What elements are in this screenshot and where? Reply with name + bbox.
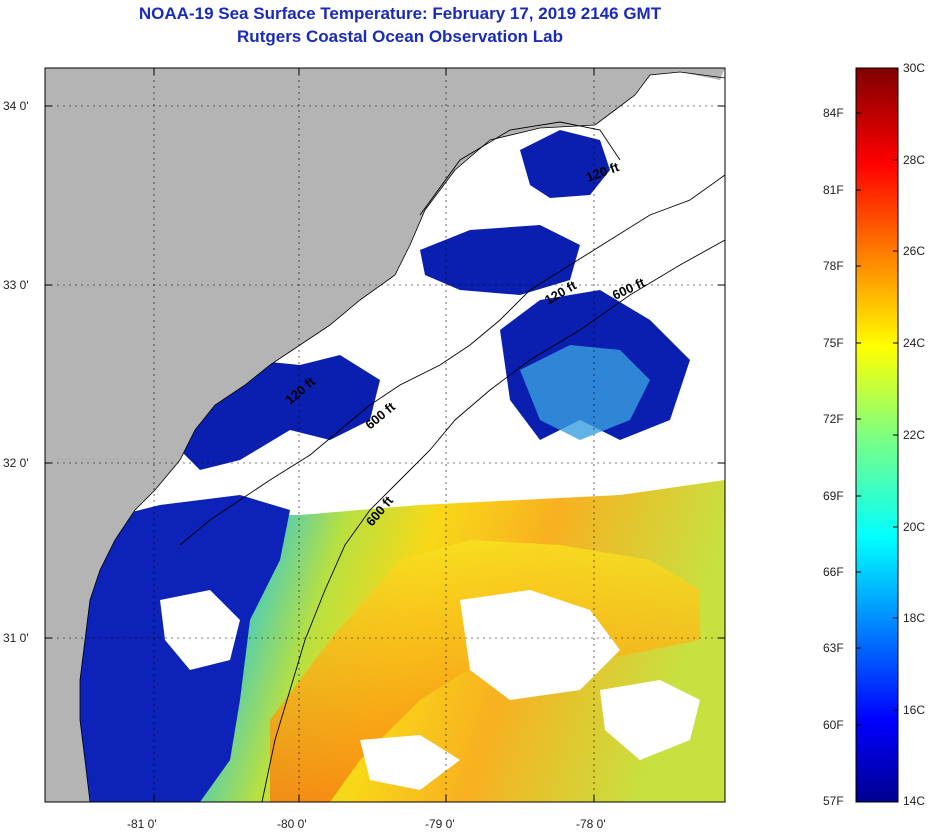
axis-ticks: [45, 68, 725, 802]
fahrenheit-label: 60F: [823, 718, 844, 732]
fahrenheit-label: 75F: [823, 336, 844, 350]
map-title: NOAA-19 Sea Surface Temperature: Februar…: [138, 4, 662, 23]
lat-label: 31 0': [3, 631, 29, 645]
shelf-loop: [419, 121, 621, 216]
lon-label: -79 0': [425, 817, 455, 831]
graticule: [45, 68, 725, 802]
map-subtitle: Rutgers Coastal Ocean Observation Lab: [237, 27, 563, 46]
celsius-label: 20C: [903, 520, 926, 534]
lon-label: -78 0': [576, 817, 606, 831]
fahrenheit-label: 57F: [823, 794, 844, 808]
celsius-label: 26C: [903, 244, 926, 258]
cloud-patch-1: [160, 590, 240, 670]
lon-label: -81 0': [127, 817, 157, 831]
celsius-label: 18C: [903, 611, 926, 625]
coastline: [79, 71, 725, 802]
isobath-600ft: [261, 239, 725, 802]
fahrenheit-label: 66F: [823, 565, 844, 579]
fahrenheit-label: 63F: [823, 641, 844, 655]
fahrenheit-label: 81F: [823, 183, 844, 197]
celsius-label: 16C: [903, 703, 926, 717]
gulf-stream-core: [270, 540, 700, 802]
fahrenheit-label: 69F: [823, 489, 844, 503]
lat-label: 33 0': [3, 278, 29, 292]
fahrenheit-label: 78F: [823, 259, 844, 273]
colorbar-gradient: [855, 67, 899, 803]
celsius-label: 14C: [903, 794, 926, 808]
cool-patch: [520, 345, 650, 440]
land-mass: [45, 68, 725, 802]
cold-patch-3: [520, 130, 610, 198]
map-frame: [44, 67, 726, 803]
lon-label: -80 0': [277, 817, 307, 831]
celsius-label: 22C: [903, 428, 926, 442]
cloud-patch-2: [460, 590, 620, 700]
cold-nearshore-water: [45, 495, 290, 802]
celsius-label: 30C: [903, 61, 926, 75]
cloud-patch-4: [360, 735, 460, 790]
lat-label: 32 0': [3, 456, 29, 470]
colorbar-ticks: [856, 67, 898, 726]
isobath-120ft: [179, 174, 725, 546]
fahrenheit-label: 72F: [823, 412, 844, 426]
cold-patch-4: [420, 225, 580, 295]
cloud-patch-3: [600, 680, 700, 760]
celsius-label: 28C: [903, 153, 926, 167]
lat-label: 34 0': [3, 99, 29, 113]
celsius-label: 24C: [903, 336, 926, 350]
fahrenheit-label: 84F: [823, 106, 844, 120]
